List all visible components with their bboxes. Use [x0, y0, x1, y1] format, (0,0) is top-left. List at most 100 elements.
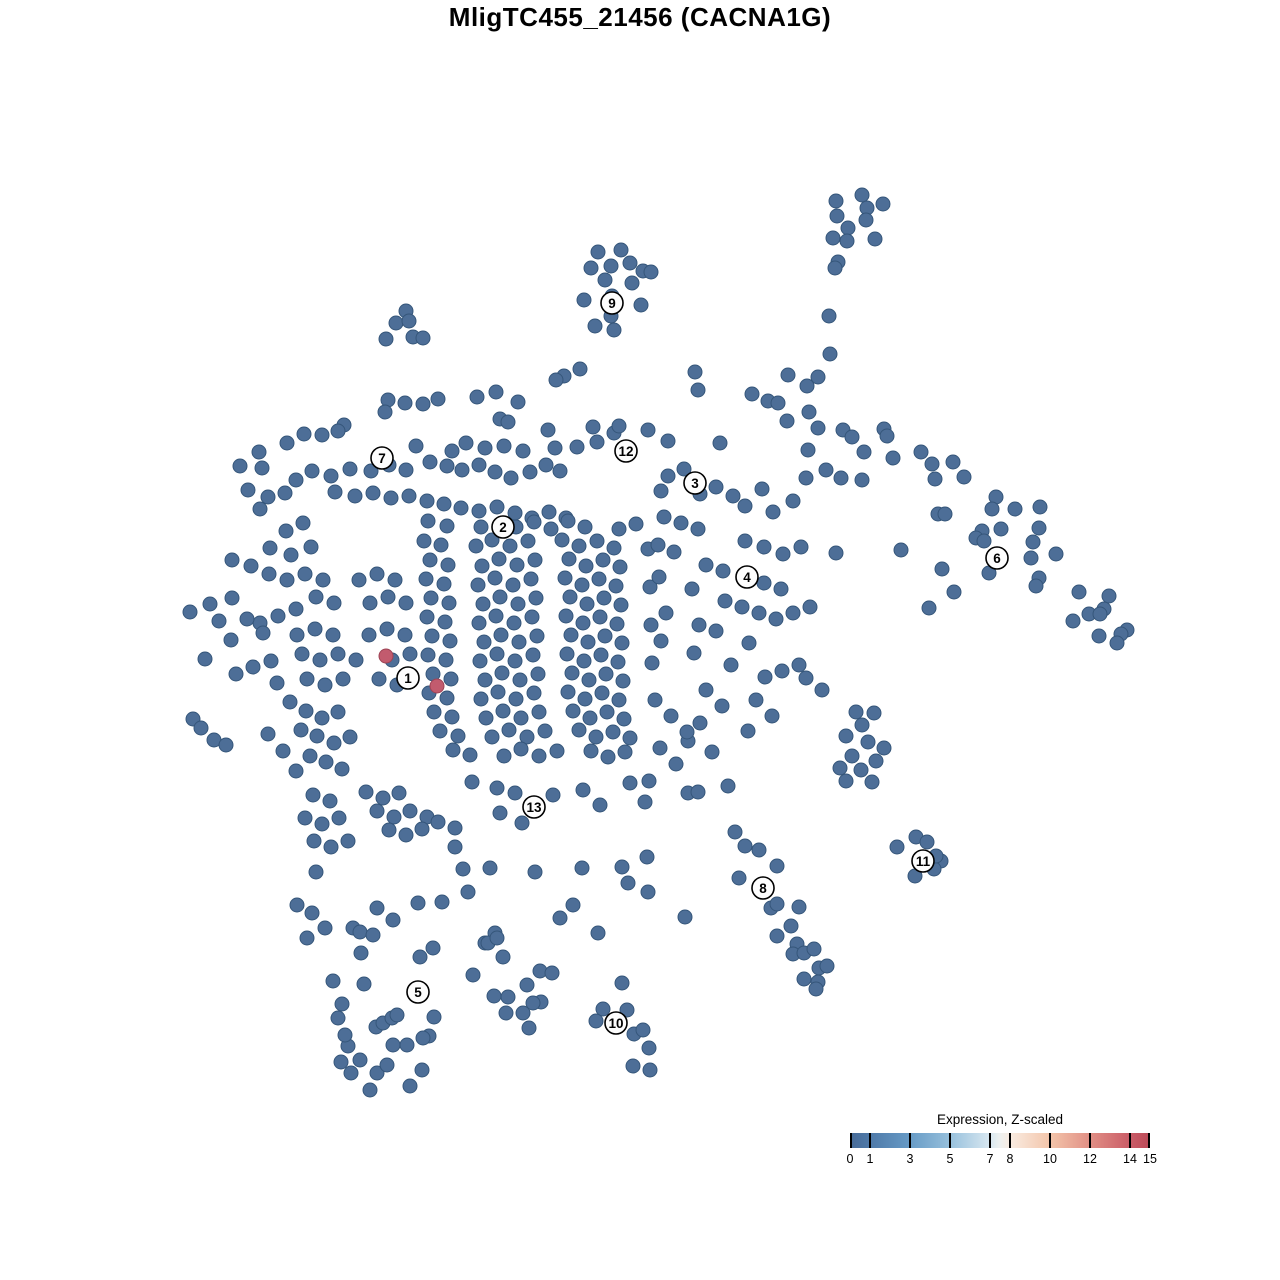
data-point	[656, 509, 672, 525]
data-point	[588, 1013, 604, 1029]
data-point	[439, 458, 455, 474]
data-point	[289, 897, 305, 913]
data-point	[714, 698, 730, 714]
data-point	[744, 386, 760, 402]
data-point	[342, 461, 358, 477]
data-point	[548, 372, 564, 388]
data-point	[937, 506, 953, 522]
data-point	[614, 859, 630, 875]
data-point	[783, 918, 799, 934]
data-point	[460, 884, 476, 900]
data-point	[415, 396, 431, 412]
data-point	[844, 429, 860, 445]
data-point	[624, 275, 640, 291]
data-point	[502, 538, 518, 554]
data-point	[340, 833, 356, 849]
data-point	[307, 621, 323, 637]
legend-tick-mark	[1089, 1133, 1091, 1148]
data-point	[385, 912, 401, 928]
data-point	[468, 538, 484, 554]
data-point	[727, 824, 743, 840]
data-point	[330, 1010, 346, 1026]
data-point	[484, 532, 500, 548]
data-point	[415, 1030, 431, 1046]
data-point	[560, 513, 576, 529]
data-point	[543, 521, 559, 537]
data-point	[717, 593, 733, 609]
data-point	[594, 685, 610, 701]
data-point	[314, 710, 330, 726]
data-point	[305, 787, 321, 803]
data-point	[595, 1001, 611, 1017]
data-point	[589, 434, 605, 450]
cluster-label-circle	[522, 795, 546, 819]
data-point	[611, 418, 627, 434]
data-point	[402, 1078, 418, 1094]
data-point	[326, 595, 342, 611]
data-point	[347, 488, 363, 504]
data-point	[650, 537, 666, 553]
data-point	[363, 463, 379, 479]
data-point	[643, 264, 659, 280]
data-point	[218, 737, 234, 753]
data-point	[492, 805, 508, 821]
data-point	[304, 463, 320, 479]
data-point	[589, 533, 605, 549]
data-point	[1065, 613, 1081, 629]
data-point	[295, 515, 311, 531]
data-point	[515, 1005, 531, 1021]
data-point	[343, 1065, 359, 1081]
data-point	[469, 389, 485, 405]
data-point	[625, 1058, 641, 1074]
highlight-point	[429, 678, 445, 694]
data-point	[371, 671, 387, 687]
data-point	[560, 684, 576, 700]
data-point	[193, 720, 209, 736]
data-point	[472, 653, 488, 669]
data-point	[401, 488, 417, 504]
cluster-label-circle	[396, 666, 420, 690]
data-point	[278, 523, 294, 539]
data-point	[641, 773, 657, 789]
data-point	[599, 704, 615, 720]
data-point	[639, 849, 655, 865]
data-point	[821, 308, 837, 324]
data-point	[844, 748, 860, 764]
data-point	[308, 864, 324, 880]
data-point	[379, 1057, 395, 1073]
data-point	[489, 646, 505, 662]
data-point	[353, 945, 369, 961]
data-point	[436, 576, 452, 592]
data-point	[1023, 550, 1039, 566]
data-point	[433, 537, 449, 553]
cluster-label-text: 5	[414, 985, 422, 1000]
data-point	[293, 722, 309, 738]
data-point	[523, 571, 539, 587]
data-point	[513, 741, 529, 757]
data-point	[956, 469, 972, 485]
data-point	[575, 782, 591, 798]
data-point	[1032, 499, 1048, 515]
data-point	[565, 897, 581, 913]
data-point	[569, 439, 585, 455]
data-point	[450, 728, 466, 744]
data-point	[239, 611, 255, 627]
data-point	[608, 578, 624, 594]
data-point	[508, 691, 524, 707]
data-point	[362, 1082, 378, 1098]
data-point	[260, 489, 276, 505]
data-point	[298, 703, 314, 719]
data-point	[325, 627, 341, 643]
data-point	[492, 589, 508, 605]
cluster-label-circle	[491, 515, 515, 539]
data-point	[875, 196, 891, 212]
data-point	[322, 793, 338, 809]
data-point	[590, 925, 606, 941]
data-point	[628, 516, 644, 532]
data-point	[524, 609, 540, 625]
data-point	[493, 627, 509, 643]
data-point	[512, 672, 528, 688]
data-point	[309, 728, 325, 744]
data-point	[297, 810, 313, 826]
data-point	[673, 515, 689, 531]
